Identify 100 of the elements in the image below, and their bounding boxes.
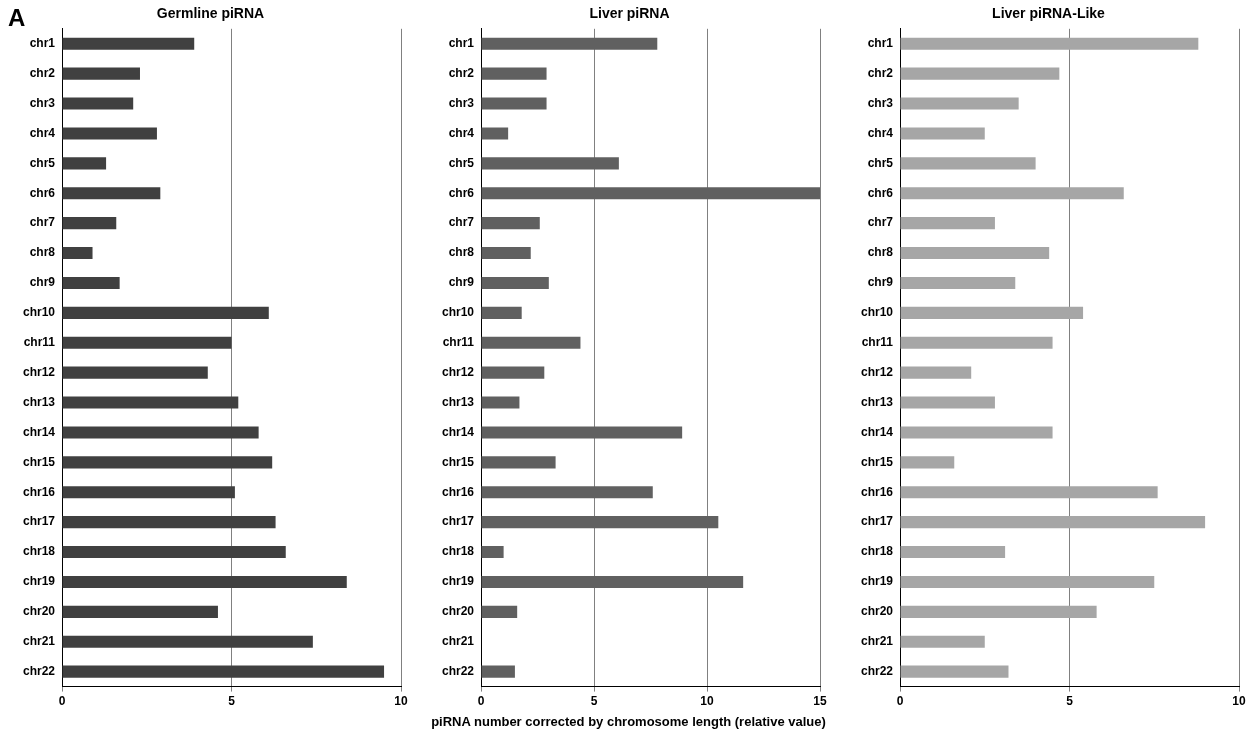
bar xyxy=(481,665,515,678)
y-tick-label: chr22 xyxy=(860,663,894,678)
bar xyxy=(62,97,134,110)
bar xyxy=(900,67,1060,80)
y-tick-label: chr13 xyxy=(860,394,894,409)
bar xyxy=(481,67,547,80)
y-tick-label: chr15 xyxy=(860,454,894,469)
bar xyxy=(62,456,273,469)
y-tick-label: chr19 xyxy=(441,574,475,589)
bar xyxy=(62,217,117,230)
bar xyxy=(900,546,1006,559)
bar xyxy=(900,97,1019,110)
bar xyxy=(900,217,995,230)
y-tick-label: chr3 xyxy=(29,95,56,110)
bar xyxy=(481,127,509,140)
x-tick-label: 15 xyxy=(813,694,827,709)
y-tick-label: chr5 xyxy=(448,155,475,170)
y-tick-label: chr12 xyxy=(22,364,56,379)
y-tick-label: chr2 xyxy=(29,65,56,80)
y-tick-label: chr3 xyxy=(448,95,475,110)
bar xyxy=(481,37,658,50)
y-tick-label: chr13 xyxy=(441,394,475,409)
y-tick-label: chr9 xyxy=(29,275,56,290)
y-tick-label: chr16 xyxy=(441,484,475,499)
x-tick-label: 5 xyxy=(228,694,236,709)
y-tick-label: chr15 xyxy=(22,454,56,469)
y-tick-label: chr7 xyxy=(448,215,475,230)
bar xyxy=(900,426,1053,439)
y-tick-label: chr1 xyxy=(448,36,475,51)
bar xyxy=(62,516,276,529)
y-tick-label: chr18 xyxy=(860,544,894,559)
bar xyxy=(62,665,385,678)
y-tick-label: chr8 xyxy=(448,245,475,260)
y-tick-label: chr3 xyxy=(867,95,894,110)
y-tick-label: chr18 xyxy=(22,544,56,559)
y-tick-label: chr21 xyxy=(441,634,475,649)
bar xyxy=(62,426,259,439)
bar xyxy=(900,635,985,648)
x-tick-label: 5 xyxy=(1066,694,1074,709)
bar xyxy=(481,516,719,529)
bar xyxy=(481,546,504,559)
bar xyxy=(900,665,1009,678)
bar xyxy=(900,516,1206,529)
bar xyxy=(62,366,208,379)
y-tick-label: chr11 xyxy=(861,335,894,350)
bar xyxy=(481,247,531,260)
y-tick-label: chr16 xyxy=(860,484,894,499)
y-tick-label: chr5 xyxy=(867,155,894,170)
y-tick-label: chr6 xyxy=(29,185,56,200)
x-tick-label: 10 xyxy=(700,694,714,709)
bar xyxy=(62,546,286,559)
y-tick-label: chr12 xyxy=(441,364,475,379)
y-tick-label: chr20 xyxy=(22,604,56,619)
y-tick-label: chr2 xyxy=(867,65,894,80)
bar xyxy=(62,37,195,50)
bar xyxy=(62,187,161,200)
bar xyxy=(900,187,1124,200)
x-tick-label: 0 xyxy=(477,694,485,709)
x-tick-label: 10 xyxy=(1232,694,1246,709)
y-tick-label: chr9 xyxy=(867,275,894,290)
bar xyxy=(62,276,120,290)
bar xyxy=(481,486,653,499)
y-tick-label: chr14 xyxy=(860,424,894,439)
y-tick-label: chr1 xyxy=(867,36,894,51)
y-tick-label: chr10 xyxy=(860,305,894,320)
bar xyxy=(900,37,1199,50)
chart-title: Liver piRNA-Like xyxy=(992,5,1106,22)
bar xyxy=(900,336,1053,349)
y-tick-label: chr9 xyxy=(448,275,475,290)
bar xyxy=(900,456,955,469)
x-tick-label: 10 xyxy=(394,694,408,709)
bar xyxy=(62,396,239,409)
chart-title: Germline piRNA xyxy=(156,5,265,22)
bar xyxy=(62,336,232,349)
y-tick-label: chr22 xyxy=(22,663,56,678)
bar xyxy=(62,247,93,260)
y-tick-label: chr6 xyxy=(448,185,475,200)
bar xyxy=(62,127,157,140)
y-tick-label: chr12 xyxy=(860,364,894,379)
bar xyxy=(900,396,995,409)
bar xyxy=(481,396,520,409)
y-tick-label: chr15 xyxy=(441,454,475,469)
y-tick-label: chr21 xyxy=(860,634,894,649)
y-tick-label: chr4 xyxy=(29,125,56,140)
x-axis-title: piRNA number corrected by chromosome length (relative value) xyxy=(430,714,827,729)
y-tick-label: chr7 xyxy=(867,215,894,230)
bar xyxy=(481,575,744,589)
x-tick-label: 0 xyxy=(58,694,66,709)
y-tick-label: chr14 xyxy=(441,424,475,439)
y-tick-label: chr20 xyxy=(860,604,894,619)
bar xyxy=(900,276,1016,290)
bar xyxy=(481,217,540,230)
y-tick-label: chr7 xyxy=(29,215,56,230)
y-tick-label: chr5 xyxy=(29,155,56,170)
bar xyxy=(62,605,218,618)
bar xyxy=(481,336,581,349)
bar xyxy=(62,157,107,170)
bar xyxy=(481,366,545,379)
bar xyxy=(481,157,619,170)
bar xyxy=(900,157,1036,170)
